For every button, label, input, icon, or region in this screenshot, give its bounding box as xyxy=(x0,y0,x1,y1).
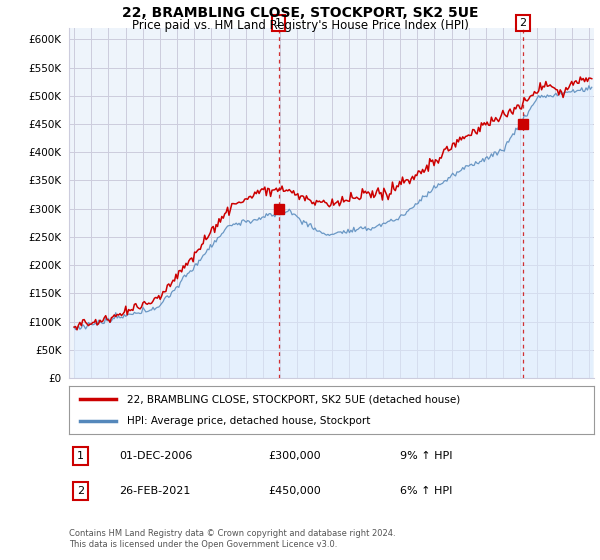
Text: 1: 1 xyxy=(275,18,282,28)
Text: £300,000: £300,000 xyxy=(269,451,321,461)
Text: 2: 2 xyxy=(519,18,526,28)
Text: 26-FEB-2021: 26-FEB-2021 xyxy=(119,486,190,496)
Text: 6% ↑ HPI: 6% ↑ HPI xyxy=(400,486,452,496)
Text: 22, BRAMBLING CLOSE, STOCKPORT, SK2 5UE: 22, BRAMBLING CLOSE, STOCKPORT, SK2 5UE xyxy=(122,6,478,20)
Text: 1: 1 xyxy=(77,451,84,461)
Text: £450,000: £450,000 xyxy=(269,486,321,496)
Text: 2: 2 xyxy=(77,486,84,496)
Text: Price paid vs. HM Land Registry's House Price Index (HPI): Price paid vs. HM Land Registry's House … xyxy=(131,19,469,32)
Text: 9% ↑ HPI: 9% ↑ HPI xyxy=(400,451,452,461)
Text: 01-DEC-2006: 01-DEC-2006 xyxy=(119,451,192,461)
Text: Contains HM Land Registry data © Crown copyright and database right 2024.
This d: Contains HM Land Registry data © Crown c… xyxy=(69,529,395,549)
Text: HPI: Average price, detached house, Stockport: HPI: Average price, detached house, Stoc… xyxy=(127,416,370,426)
Text: 22, BRAMBLING CLOSE, STOCKPORT, SK2 5UE (detached house): 22, BRAMBLING CLOSE, STOCKPORT, SK2 5UE … xyxy=(127,394,460,404)
